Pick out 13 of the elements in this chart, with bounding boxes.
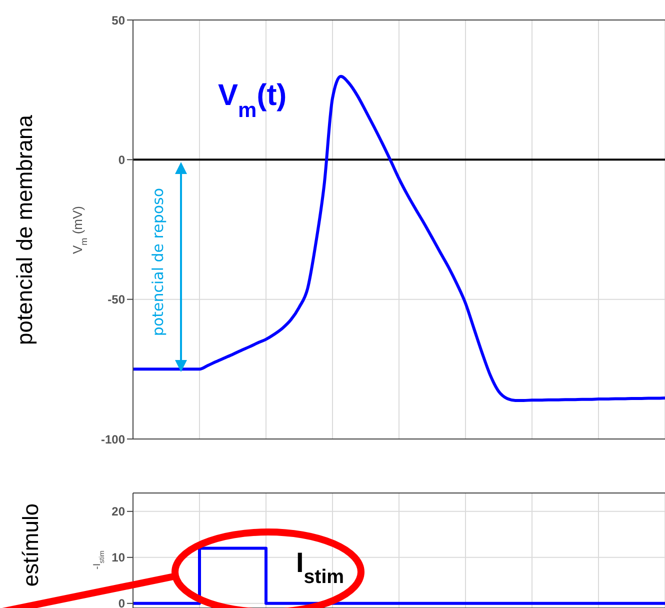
series-label: I$_{stim}$ (296, 547, 344, 588)
y-tick-label: 0 (118, 596, 126, 608)
annotation: potencial de reposo (149, 188, 167, 336)
text: potencial de membrana (12, 114, 37, 345)
series-label: V$_{m}$(t) (218, 79, 287, 122)
y-tick-label: 50 (112, 13, 126, 28)
y-tick-label: 0 (118, 152, 126, 167)
line-series (133, 74, 665, 402)
y-tick-label: -50 (108, 292, 126, 307)
y-tick-label: 20 (112, 504, 126, 519)
text: estímulo (18, 503, 43, 587)
y-tick-label: -100 (100, 432, 126, 446)
y-tick-label: 10 (112, 550, 126, 565)
